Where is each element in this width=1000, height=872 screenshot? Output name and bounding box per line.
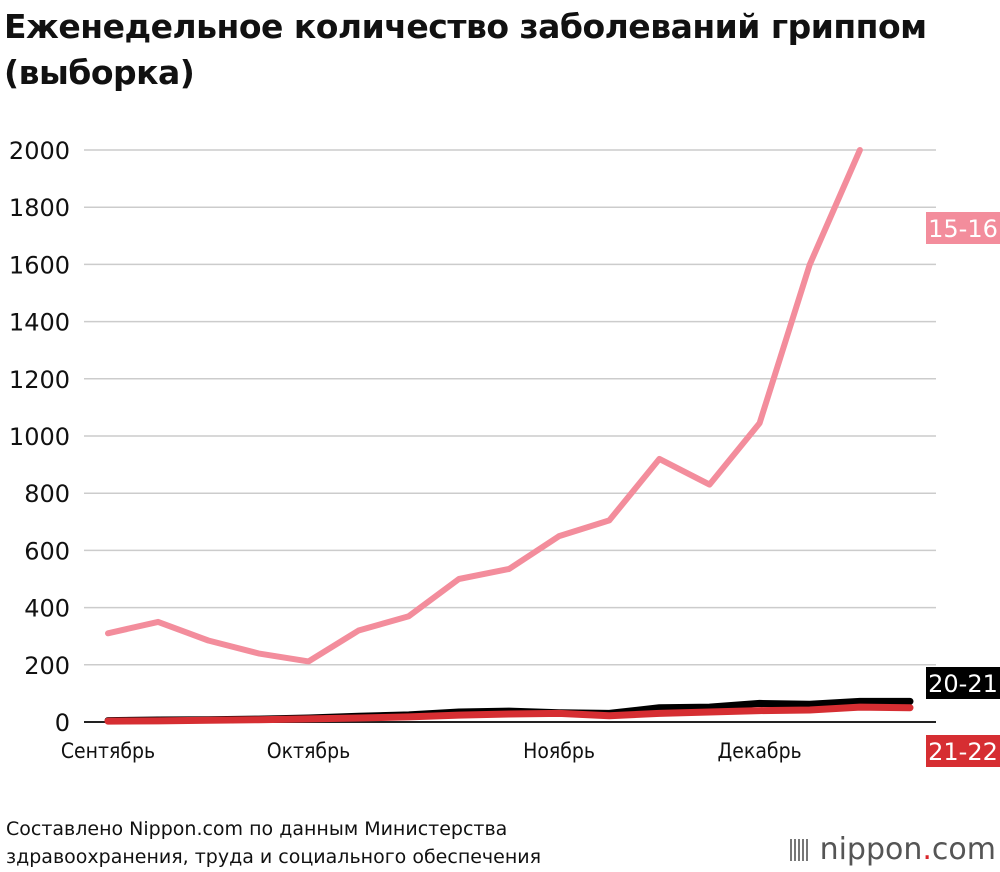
x-tick-label-3: Декабрь [718,739,802,763]
source-line-2: здравоохранения, труда и социального обе… [6,846,542,868]
series-label-text-15-16: 15-16 [928,215,998,243]
series-label-box-15-16 [926,212,1000,244]
x-tick-label-2: Ноябрь [523,739,595,763]
chart-title: Еженедельное количество заболеваний грип… [4,4,996,96]
y-tick-label-1000: 1000 [9,423,70,451]
series-line-21-22 [104,703,914,725]
x-tick-label-1: Октябрь [267,739,350,763]
series-line-15-16 [105,147,863,665]
y-axis-ticks: 0 200 400 600 800 1000 1200 1400 1600 1800 2000 [9,137,70,737]
logo-dot: . [922,832,932,867]
series-label-text-21-22: 21-22 [928,738,998,766]
series-label-20-21: 20-21 [926,667,1000,699]
y-tick-label-400: 400 [24,595,70,623]
y-tick-label-800: 800 [24,480,70,508]
y-tick-label-0: 0 [55,709,70,737]
series-labels: 15-16 20-21 21-22 [926,212,1000,767]
nippon-logo: nippon. com [789,832,996,867]
x-tick-label-0: Сентябрь [61,739,155,763]
series-label-box-20-21 [926,667,1000,699]
series-label-box-21-22 [926,735,1000,767]
logo-suffix: com [931,832,996,867]
logo-name: nippon [819,832,923,867]
source-note: Составлено Nippon.com по данным Министер… [6,815,541,871]
gridlines [84,149,936,723]
series-label-15-16: 15-16 [926,212,1000,244]
chart-title-line-1: Еженедельное количество заболеваний грип… [4,7,927,46]
y-tick-label-1800: 1800 [9,194,70,222]
chart-title-line-2: (выборка) [4,53,195,92]
x-axis-ticks: Сентябрь Октябрь Ноябрь Декабрь [61,739,802,763]
series-lines [104,147,914,725]
y-tick-label-1200: 1200 [9,366,70,394]
y-tick-label-1400: 1400 [9,309,70,337]
y-tick-label-2000: 2000 [9,137,70,165]
source-line-1: Составлено Nippon.com по данным Министер… [6,818,508,840]
y-tick-label-1600: 1600 [9,251,70,279]
y-tick-label-200: 200 [24,652,70,680]
series-label-text-20-21: 20-21 [928,670,998,698]
series-label-21-22: 21-22 [926,735,1000,767]
nippon-logo-icon [789,838,808,861]
y-tick-label-600: 600 [24,537,70,565]
